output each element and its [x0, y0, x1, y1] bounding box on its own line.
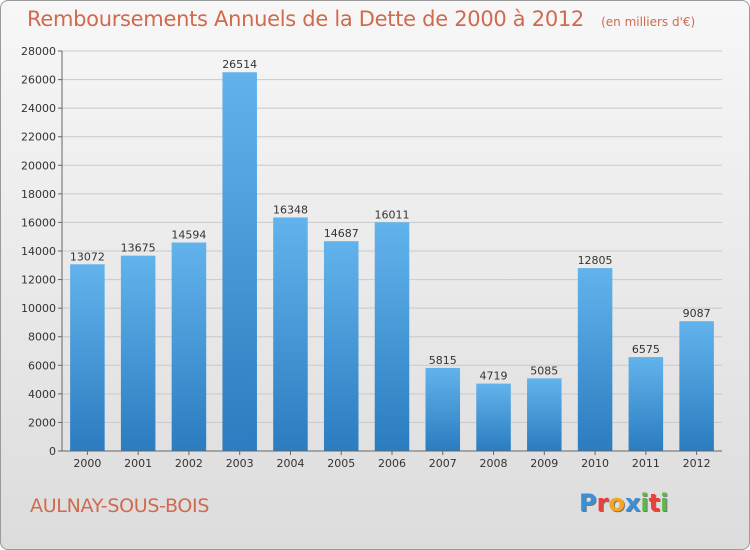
bar-2011	[628, 357, 664, 451]
brand-letter: t	[648, 489, 661, 517]
data-label: 13675	[121, 242, 156, 255]
data-label: 16011	[375, 208, 410, 221]
y-tick-label: 0	[49, 445, 56, 458]
y-tick-label: 4000	[28, 388, 56, 401]
x-tick-label: 2011	[632, 457, 660, 470]
data-label: 14687	[324, 227, 359, 240]
brand-letter: P	[579, 489, 597, 517]
bar-2006	[374, 222, 410, 451]
data-label: 13072	[70, 250, 105, 263]
x-tick-label: 2003	[226, 457, 254, 470]
data-label: 16348	[273, 203, 308, 216]
x-tick-label: 2006	[378, 457, 406, 470]
y-tick-label: 22000	[21, 131, 56, 144]
brand-letter: i	[640, 489, 649, 517]
x-tick-label: 2001	[124, 457, 152, 470]
data-label: 26514	[222, 58, 257, 71]
x-axis: 2000 2001 2002 2003 2004 2005 2006 2007 2008 2009…	[62, 450, 722, 470]
data-label: 12805	[578, 254, 613, 267]
x-tick-label: 2004	[276, 457, 304, 470]
bars	[70, 72, 714, 451]
y-tick-label: 24000	[21, 102, 56, 115]
bar-2007	[425, 367, 461, 451]
y-tick-label: 18000	[21, 188, 56, 201]
x-tick-label: 2000	[73, 457, 101, 470]
bar-2001	[120, 255, 156, 451]
x-tick-label: 2008	[480, 457, 508, 470]
data-label: 5815	[429, 354, 457, 367]
x-tick-label: 2007	[429, 457, 457, 470]
city-label: AULNAY-SOUS-BOIS	[30, 495, 210, 517]
x-tick-label: 2010	[581, 457, 609, 470]
x-tick-label: 2012	[683, 457, 711, 470]
data-label: 9087	[683, 307, 711, 320]
proxiti-logo: Proxiti	[579, 489, 668, 517]
x-tick-label: 2009	[530, 457, 558, 470]
bar-2008	[476, 383, 511, 451]
y-tick-label: 20000	[21, 159, 56, 172]
data-label: 14594	[171, 229, 206, 242]
y-tick-label: 10000	[21, 302, 56, 315]
bar-2003	[222, 72, 257, 451]
y-tick-label: 8000	[28, 331, 56, 344]
brand-letter: x	[624, 489, 641, 517]
y-tick-label: 12000	[21, 274, 56, 287]
brand-letter: i	[660, 489, 669, 517]
bar-2005	[323, 241, 359, 451]
bar-2012	[679, 321, 714, 451]
data-label: 5085	[530, 364, 558, 377]
y-tick-label: 2000	[28, 416, 56, 429]
brand-letter: r	[596, 489, 609, 517]
x-tick-label: 2002	[175, 457, 203, 470]
bar-2004	[273, 217, 308, 451]
data-label: 4719	[480, 370, 508, 383]
data-labels: 13072 13675 14594 26514 16348 14687 16011 5815 4…	[70, 58, 711, 382]
bar-2000	[70, 264, 105, 451]
y-tick-label: 28000	[21, 45, 56, 58]
brand-letter: o	[608, 489, 625, 517]
bar-2002	[171, 242, 207, 451]
chart-title: Remboursements Annuels de la Dette de 20…	[27, 7, 584, 31]
chart-subtitle: (en milliers d'€)	[601, 15, 696, 29]
y-axis: 0 2000 4000 6000 8000 10000 12000 14000 16000 180…	[21, 45, 63, 458]
x-tick-label: 2005	[327, 457, 355, 470]
y-tick-label: 16000	[21, 216, 56, 229]
data-label: 6575	[632, 343, 660, 356]
bar-2009	[527, 378, 562, 451]
y-tick-label: 6000	[28, 359, 56, 372]
y-tick-label: 14000	[21, 245, 56, 258]
bar-2010	[577, 268, 613, 451]
y-tick-label: 26000	[21, 74, 56, 87]
title-block: Remboursements Annuels de la Dette de 20…	[27, 7, 695, 31]
